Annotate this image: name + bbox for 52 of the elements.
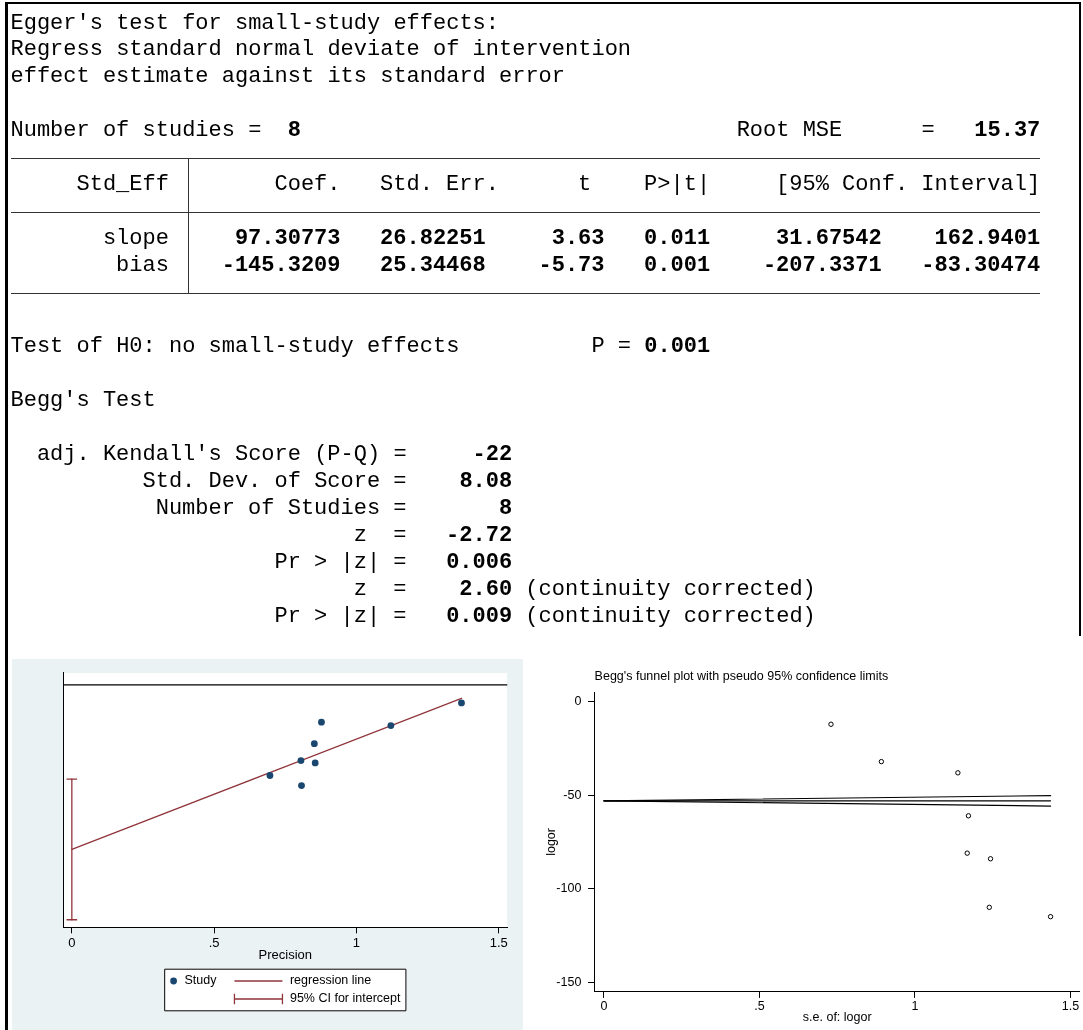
text: Egger's test for small-study effects: — [10, 10, 500, 36]
chart-title: Begg's funnel plot with pseudo 95% confidence limits — [594, 669, 889, 684]
y-tick-label: -50 — [563, 787, 582, 802]
x-tick-label: 1.5 — [1061, 998, 1080, 1013]
text: 26.82251 — [380, 226, 486, 252]
y-tick-label: 0 — [574, 694, 582, 709]
legend-label: 95% CI for intercept — [289, 991, 401, 1006]
text: Std. Dev. of Score = 8.08 — [142, 468, 513, 494]
text: -5.73 — [538, 253, 605, 279]
text: -145.3209 — [221, 253, 341, 279]
text: Number of Studies = 8 — [155, 495, 513, 521]
x-axis-title: s.e. of: logor — [802, 1009, 872, 1024]
text: 97.30773 — [234, 226, 341, 252]
text: -207.3371 — [762, 253, 882, 279]
text: Pr > |z| = 0.009 (continuity corrected) — [274, 603, 816, 629]
text: Test of H0: no small-study effects P = 0.001 — [10, 334, 711, 360]
category-label: Interval] — [921, 172, 1041, 199]
text: 25.34468 — [380, 253, 486, 279]
text: z = -2.72 — [353, 522, 513, 548]
category-label: P>|t| — [644, 172, 711, 199]
category-label: slope — [102, 226, 169, 252]
text: Pr > |z| = 0.006 — [274, 549, 513, 575]
text: adj. Kendall's Score (P-Q) = -22 — [36, 441, 513, 467]
text: z = 2.60 (continuity corrected) — [353, 576, 816, 602]
x-tick-label: .5 — [754, 998, 765, 1013]
legend-label: Study — [184, 973, 218, 988]
text: 162.9401 — [934, 226, 1041, 252]
text: -83.30474 — [921, 253, 1041, 279]
y-axis-title: logor — [544, 828, 559, 856]
x-tick-label: 0 — [600, 998, 608, 1013]
text: Regress standard normal deviate of intervention effect estimate against its standard error — [10, 37, 632, 90]
x-tick-label: 0 — [68, 934, 76, 950]
text: 0.001 — [644, 253, 711, 279]
category-label: [95% Conf. — [776, 172, 909, 199]
y-tick-label: -150 — [556, 974, 582, 989]
legend-label: regression line — [289, 973, 372, 988]
text: Std_Eff — [76, 172, 169, 199]
x-tick-label: 1 — [352, 934, 361, 950]
x-tick-label: 1.5 — [489, 934, 508, 950]
y-tick-label: -100 — [556, 881, 582, 896]
category-label: t — [578, 172, 592, 199]
text: 31.67542 — [776, 226, 882, 252]
category-label: Coef. — [274, 172, 341, 199]
x-tick-label: .5 — [208, 934, 220, 950]
category-label: Std. Err. — [380, 172, 499, 199]
text: 3.63 — [551, 226, 605, 252]
text: Number of studies = 8 Root MSE = 15.37 — [10, 118, 1041, 144]
category-label: bias — [116, 253, 169, 279]
x-tick-label: 1 — [911, 998, 919, 1013]
x-axis-title: Precision — [258, 946, 313, 962]
text: Begg's Test — [10, 387, 156, 413]
text: 0.011 — [644, 226, 711, 252]
